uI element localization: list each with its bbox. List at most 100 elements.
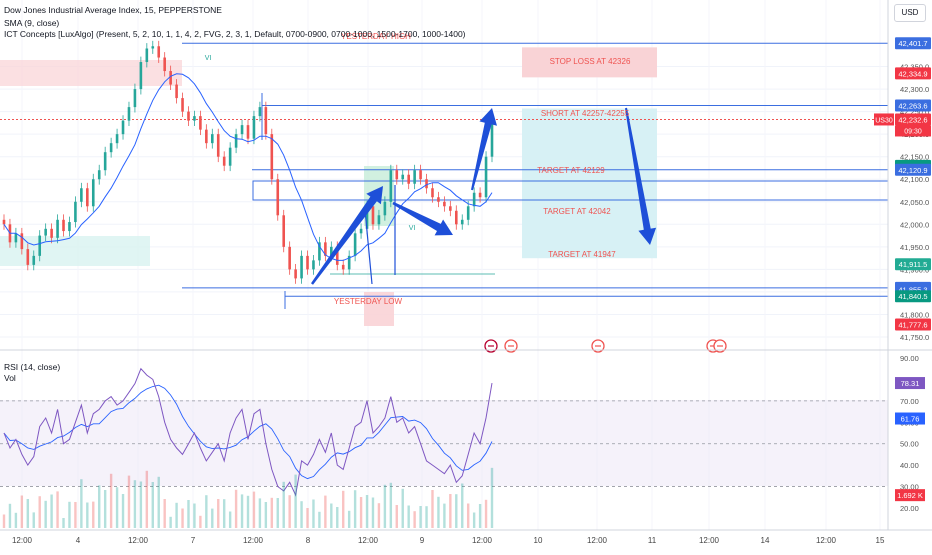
volume-bar bbox=[336, 507, 339, 528]
sma-legend[interactable]: SMA (9, close) bbox=[4, 18, 60, 28]
candle-body bbox=[472, 192, 476, 207]
zones bbox=[0, 47, 888, 486]
candle-body bbox=[294, 269, 297, 279]
candle-body bbox=[252, 116, 256, 139]
volume-bar bbox=[44, 500, 47, 528]
yesterday-high-label: YESTERDAY HIGH bbox=[341, 32, 411, 41]
volume-bar bbox=[342, 490, 345, 528]
volume-bar bbox=[121, 494, 125, 528]
candle-body bbox=[359, 228, 363, 234]
candle-body bbox=[460, 219, 464, 225]
price-badge bbox=[895, 258, 931, 271]
rsi-legend[interactable]: RSI (14, close) bbox=[4, 362, 61, 372]
price-tick-label: 42,100.0 bbox=[900, 175, 929, 184]
volume-bar bbox=[377, 503, 381, 528]
rsi-path bbox=[3, 367, 493, 497]
volume-legend[interactable]: Vol bbox=[4, 373, 16, 383]
candle-body bbox=[478, 192, 482, 198]
arrow-down-2 bbox=[625, 107, 657, 245]
volume-bar bbox=[228, 511, 232, 528]
time-tick-label: 12:00 bbox=[699, 536, 720, 545]
price-badge bbox=[895, 318, 931, 331]
time-tick-label: 12:00 bbox=[472, 536, 493, 545]
thin-arrow bbox=[364, 209, 373, 285]
price-tick-label: 42,000.0 bbox=[900, 220, 929, 229]
volume-bar bbox=[199, 515, 202, 528]
time-tick-label: 4 bbox=[76, 536, 81, 545]
candle-body bbox=[127, 107, 131, 121]
rsi-badge-text: 78.31 bbox=[901, 379, 920, 388]
volume-bar bbox=[371, 497, 375, 528]
time-tick-label: 11 bbox=[648, 536, 657, 545]
candle-body bbox=[163, 57, 166, 72]
candle-body bbox=[145, 48, 149, 63]
volume-bar bbox=[20, 495, 24, 528]
volume-bar bbox=[133, 480, 137, 528]
candle-body bbox=[80, 188, 83, 202]
candle-body bbox=[205, 129, 208, 144]
volume-bar bbox=[163, 499, 166, 528]
candle-body bbox=[151, 46, 155, 49]
candle-body bbox=[282, 215, 286, 247]
vi-label: VI bbox=[205, 55, 212, 62]
candle-body bbox=[169, 71, 172, 85]
price-candles bbox=[2, 40, 494, 284]
candle-body bbox=[62, 219, 65, 232]
ict-legend[interactable]: ICT Concepts [LuxAlgo] (Present, 5, 2, 1… bbox=[4, 29, 466, 39]
rsi-tick-label: 40.00 bbox=[900, 461, 919, 470]
volume-bar bbox=[443, 503, 446, 528]
candle-body bbox=[425, 179, 428, 189]
time-tick-label: 12:00 bbox=[128, 536, 149, 545]
price-badge bbox=[895, 290, 931, 303]
volume-bar bbox=[2, 514, 6, 528]
volume-bar bbox=[211, 508, 214, 528]
time-tick-label: 15 bbox=[876, 536, 885, 545]
volume-bar bbox=[490, 467, 494, 528]
volume-bar bbox=[258, 498, 262, 528]
volume-bar bbox=[437, 496, 440, 528]
time-tick-label: 10 bbox=[534, 536, 543, 545]
volume-bar bbox=[395, 505, 398, 528]
volume-bar bbox=[205, 495, 208, 528]
symbol-tag bbox=[874, 113, 894, 126]
volume-bar bbox=[330, 503, 333, 528]
candle-body bbox=[312, 260, 315, 270]
volume-bar bbox=[32, 512, 35, 528]
price-tick-label: 41,950.0 bbox=[900, 243, 929, 252]
arrow-up-2 bbox=[471, 108, 497, 191]
volume-bar bbox=[68, 501, 71, 528]
candle-body bbox=[490, 119, 494, 157]
volume-bar bbox=[318, 511, 321, 528]
volume-bar bbox=[353, 490, 357, 528]
target-1-label: TARGET AT 42129 bbox=[537, 166, 605, 175]
volume-bar bbox=[240, 494, 244, 528]
candle-body bbox=[175, 84, 178, 99]
candle-body bbox=[365, 206, 369, 229]
price-badge bbox=[895, 99, 931, 112]
rsi-panel bbox=[0, 367, 888, 497]
volume-bar bbox=[234, 489, 238, 528]
annotations: YESTERDAY HIGH YESTERDAY LOW STOP LOSS AT … bbox=[205, 32, 727, 353]
volume-bar bbox=[413, 511, 416, 528]
candle-body bbox=[121, 120, 125, 135]
rsi-badge bbox=[895, 377, 925, 390]
rsi-tick-label: 20.00 bbox=[900, 504, 919, 513]
time-tick-label: 12:00 bbox=[587, 536, 608, 545]
volume-bar bbox=[264, 502, 268, 528]
volume-bar bbox=[294, 474, 297, 528]
currency-button[interactable]: USD bbox=[894, 4, 926, 22]
volume-bar bbox=[92, 501, 95, 528]
volume-bar bbox=[431, 490, 434, 528]
volume-bar bbox=[466, 503, 470, 528]
fvg-zone bbox=[0, 236, 150, 266]
volume-bar bbox=[50, 494, 53, 528]
candle-body bbox=[306, 255, 309, 270]
volume-bar bbox=[217, 499, 220, 528]
volume-bar bbox=[365, 495, 369, 528]
drawn-arrows bbox=[311, 107, 657, 285]
volume-bar bbox=[407, 505, 410, 528]
price-badge-text: 42,334.9 bbox=[898, 69, 927, 78]
